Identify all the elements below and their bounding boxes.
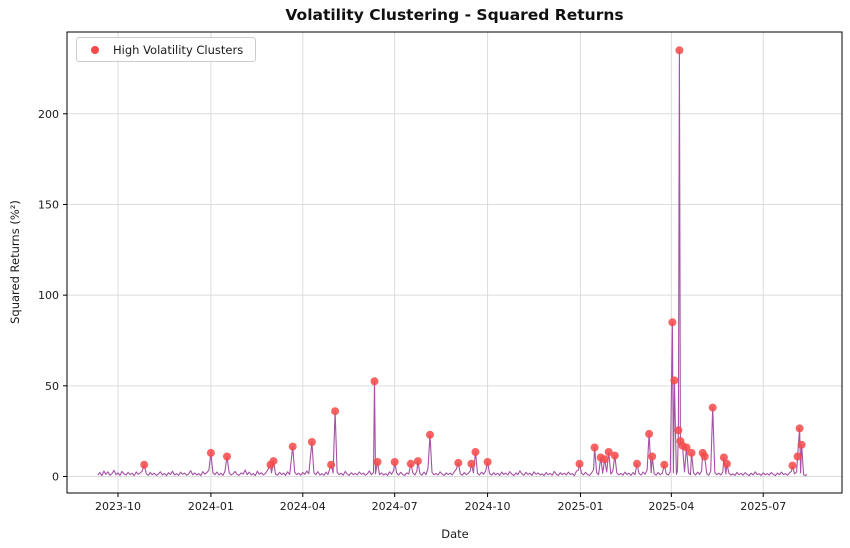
x-tick-label: 2024-07 — [372, 500, 418, 513]
volatility-cluster-point — [722, 459, 731, 468]
volatility-cluster-point — [327, 460, 336, 469]
volatility-cluster-point — [633, 459, 641, 468]
volatility-cluster-point — [575, 459, 584, 468]
y-axis-label: Squared Returns (%²) — [8, 200, 22, 324]
volatility-cluster-point — [610, 451, 619, 460]
y-tick-label: 0 — [52, 470, 59, 483]
volatility-cluster-point — [708, 403, 717, 412]
volatility-cluster-point — [331, 407, 340, 416]
volatility-cluster-point — [223, 452, 231, 461]
volatility-cluster-point — [788, 461, 797, 470]
volatility-cluster-point — [140, 460, 149, 469]
plot-border — [66, 31, 843, 494]
volatility-cluster-point — [406, 459, 415, 468]
squared-returns-line — [97, 49, 808, 477]
volatility-cluster-point — [600, 455, 609, 464]
x-tick-label: 2025-01 — [557, 500, 603, 513]
volatility-cluster-point — [719, 453, 728, 462]
volatility-cluster-point — [590, 443, 599, 452]
volatility-cluster-point — [797, 440, 806, 449]
chart-title: Volatility Clustering - Squared Returns — [285, 6, 624, 24]
x-tick-label: 2025-04 — [648, 500, 694, 513]
volatility-cluster-point — [288, 442, 297, 451]
volatility-cluster-point — [467, 459, 476, 468]
x-tick-label: 2023-10 — [95, 500, 141, 513]
volatility-cluster-point — [700, 452, 709, 461]
volatility-cluster-point — [645, 429, 654, 438]
x-tick-label: 2024-04 — [280, 500, 326, 513]
volatility-cluster-point — [674, 426, 683, 435]
volatility-cluster-point — [269, 457, 278, 466]
volatility-cluster-point — [668, 318, 677, 327]
volatility-cluster-point — [426, 430, 434, 439]
y-tick-label: 100 — [38, 289, 59, 302]
volatility-cluster-point — [373, 458, 382, 466]
volatility-cluster-point — [370, 377, 379, 386]
x-tick-label: 2024-01 — [188, 500, 234, 513]
x-tick-label: 2024-10 — [465, 500, 511, 513]
y-tick-label: 200 — [38, 108, 59, 121]
volatility-cluster-point — [795, 424, 804, 433]
volatility-cluster-point — [483, 458, 492, 466]
x-tick-label: 2025-07 — [740, 500, 786, 513]
volatility-cluster-point — [413, 457, 422, 466]
legend-label: High Volatility Clusters — [113, 42, 244, 57]
volatility-cluster-point — [687, 448, 696, 457]
legend-red-dot-icon — [91, 45, 99, 54]
volatility-cluster-point — [660, 460, 669, 469]
volatility-cluster-point — [206, 448, 215, 457]
y-tick-label: 150 — [38, 198, 59, 211]
x-axis-label: Date — [441, 527, 469, 541]
volatility-cluster-point — [471, 448, 480, 456]
volatility-cluster-point — [390, 458, 399, 466]
volatility-cluster-point — [793, 452, 802, 461]
volatility-cluster-point — [307, 438, 316, 446]
volatility-cluster-point — [682, 443, 691, 452]
volatility-cluster-point — [604, 448, 613, 456]
volatility-cluster-point — [675, 46, 684, 55]
legend: High Volatility Clusters — [76, 37, 257, 62]
volatility-cluster-point — [454, 458, 463, 467]
volatility-cluster-point — [670, 376, 679, 385]
volatility-cluster-point — [648, 452, 657, 461]
y-tick-label: 50 — [45, 380, 59, 393]
